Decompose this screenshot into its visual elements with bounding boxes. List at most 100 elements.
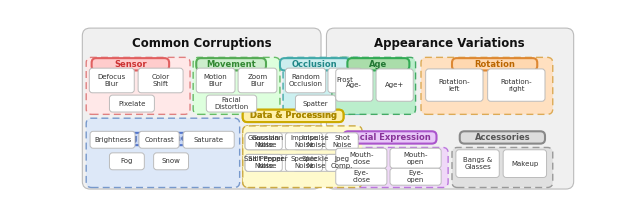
Text: Occlusion: Occlusion xyxy=(292,60,338,69)
Text: Lighting & Weather: Lighting & Weather xyxy=(97,135,190,143)
FancyBboxPatch shape xyxy=(196,58,266,71)
FancyBboxPatch shape xyxy=(138,68,183,93)
Text: Frost: Frost xyxy=(337,77,353,83)
FancyBboxPatch shape xyxy=(90,68,134,93)
Text: Impulse
Noise: Impulse Noise xyxy=(290,135,317,148)
Text: Pixelate: Pixelate xyxy=(118,101,146,107)
Text: Age: Age xyxy=(369,60,387,69)
FancyBboxPatch shape xyxy=(456,150,499,178)
Text: Appearance Variations: Appearance Variations xyxy=(374,37,525,50)
FancyBboxPatch shape xyxy=(243,126,362,187)
FancyBboxPatch shape xyxy=(332,57,415,114)
FancyBboxPatch shape xyxy=(196,68,235,93)
FancyBboxPatch shape xyxy=(92,58,169,71)
FancyBboxPatch shape xyxy=(280,58,349,71)
FancyBboxPatch shape xyxy=(326,154,358,171)
FancyBboxPatch shape xyxy=(109,95,154,112)
Text: Sensor: Sensor xyxy=(114,60,147,69)
FancyBboxPatch shape xyxy=(245,154,282,171)
FancyBboxPatch shape xyxy=(332,147,448,187)
Text: Gaussian
Noise: Gaussian Noise xyxy=(252,135,284,148)
FancyBboxPatch shape xyxy=(193,57,280,114)
FancyBboxPatch shape xyxy=(245,133,282,150)
FancyBboxPatch shape xyxy=(390,148,441,168)
FancyBboxPatch shape xyxy=(336,148,387,168)
FancyBboxPatch shape xyxy=(344,131,436,144)
FancyBboxPatch shape xyxy=(390,168,441,185)
FancyBboxPatch shape xyxy=(336,168,387,185)
Text: Salt Pepper
Noise: Salt Pepper Noise xyxy=(248,156,287,169)
FancyBboxPatch shape xyxy=(183,131,234,148)
FancyBboxPatch shape xyxy=(109,153,145,170)
Text: Facial
Distortion: Facial Distortion xyxy=(214,97,248,110)
Text: Data & Processing: Data & Processing xyxy=(250,111,337,120)
Text: Rotation: Rotation xyxy=(474,60,515,69)
FancyBboxPatch shape xyxy=(503,150,547,178)
Text: Shot
Noise: Shot Noise xyxy=(332,135,351,148)
FancyBboxPatch shape xyxy=(238,68,277,93)
Text: Eye-
close: Eye- close xyxy=(353,170,371,183)
FancyBboxPatch shape xyxy=(92,133,196,145)
Text: Motion
Blur: Motion Blur xyxy=(204,74,227,87)
Text: Accessories: Accessories xyxy=(475,133,530,142)
Text: Saturate: Saturate xyxy=(194,137,223,143)
Text: Common Corruptions: Common Corruptions xyxy=(132,37,271,50)
Text: Mouth-
close: Mouth- close xyxy=(349,152,374,165)
FancyBboxPatch shape xyxy=(245,154,290,171)
FancyBboxPatch shape xyxy=(460,131,545,144)
Text: Zoom
Blur: Zoom Blur xyxy=(248,74,268,87)
Text: Rotation-
right: Rotation- right xyxy=(500,79,532,92)
Text: Salt Pepper
Noise: Salt Pepper Noise xyxy=(244,156,284,169)
Text: Color
Shift: Color Shift xyxy=(152,74,170,87)
Text: Jpeg
Comp.: Jpeg Comp. xyxy=(331,156,353,169)
FancyBboxPatch shape xyxy=(285,154,323,171)
FancyBboxPatch shape xyxy=(285,133,323,150)
FancyBboxPatch shape xyxy=(245,133,290,150)
FancyBboxPatch shape xyxy=(326,133,358,150)
Text: Defocus
Blur: Defocus Blur xyxy=(98,74,126,87)
FancyBboxPatch shape xyxy=(86,57,190,114)
Text: Makeup: Makeup xyxy=(511,161,538,167)
FancyBboxPatch shape xyxy=(243,110,344,122)
FancyBboxPatch shape xyxy=(283,57,364,114)
FancyBboxPatch shape xyxy=(90,131,135,148)
FancyBboxPatch shape xyxy=(243,110,344,122)
Text: Speckle
Noise: Speckle Noise xyxy=(302,156,329,169)
Text: Gaussian
Noise: Gaussian Noise xyxy=(248,135,280,148)
FancyBboxPatch shape xyxy=(154,153,189,170)
Text: Mouth-
open: Mouth- open xyxy=(403,152,428,165)
FancyBboxPatch shape xyxy=(86,118,239,187)
FancyBboxPatch shape xyxy=(296,95,336,112)
FancyBboxPatch shape xyxy=(348,58,410,71)
Text: Random
Occlusion: Random Occlusion xyxy=(289,74,323,87)
Text: Contrast: Contrast xyxy=(144,137,174,143)
FancyBboxPatch shape xyxy=(376,69,413,101)
FancyBboxPatch shape xyxy=(206,95,257,112)
FancyBboxPatch shape xyxy=(243,126,319,187)
Text: Impulse
Noise: Impulse Noise xyxy=(302,135,330,148)
Text: Movement: Movement xyxy=(206,60,256,69)
FancyBboxPatch shape xyxy=(83,28,321,189)
Text: Age+: Age+ xyxy=(385,82,404,88)
FancyBboxPatch shape xyxy=(426,69,483,101)
FancyBboxPatch shape xyxy=(139,131,179,148)
FancyBboxPatch shape xyxy=(336,69,373,101)
FancyBboxPatch shape xyxy=(452,147,553,187)
Text: Speckle
Noise: Speckle Noise xyxy=(291,156,317,169)
FancyBboxPatch shape xyxy=(421,57,553,114)
Text: Brightness: Brightness xyxy=(94,137,131,143)
Text: Bangs &
Glasses: Bangs & Glasses xyxy=(463,157,492,170)
Text: Eye-
open: Eye- open xyxy=(407,170,424,183)
Text: Spatter: Spatter xyxy=(303,101,328,107)
FancyBboxPatch shape xyxy=(293,154,338,171)
FancyBboxPatch shape xyxy=(285,68,326,93)
Text: Fog: Fog xyxy=(121,158,133,164)
FancyBboxPatch shape xyxy=(488,69,545,101)
Text: Rotation-
left: Rotation- left xyxy=(438,79,470,92)
Text: Age-: Age- xyxy=(346,82,362,88)
FancyBboxPatch shape xyxy=(326,28,573,189)
FancyBboxPatch shape xyxy=(293,133,338,150)
Text: Data & Processing: Data & Processing xyxy=(250,111,337,120)
FancyBboxPatch shape xyxy=(452,58,537,71)
FancyBboxPatch shape xyxy=(328,68,362,93)
